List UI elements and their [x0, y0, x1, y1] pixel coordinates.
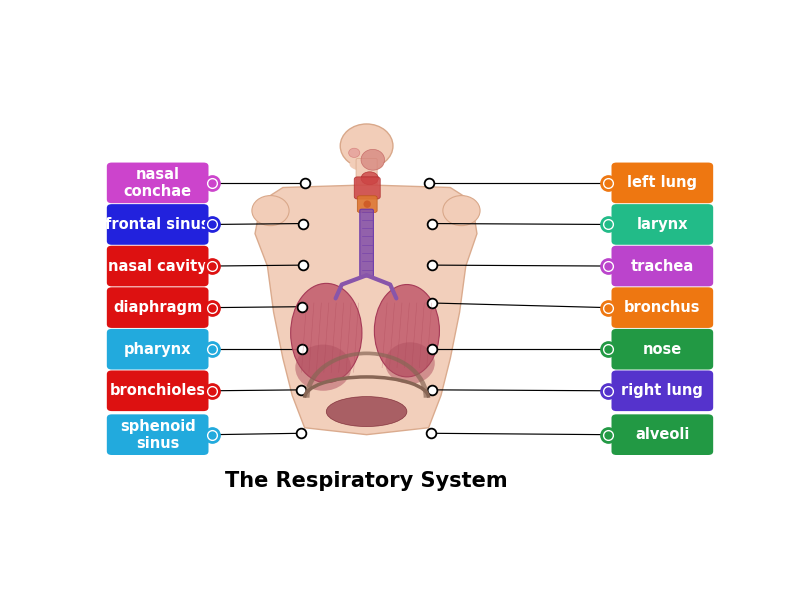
Text: sphenoid
sinus: sphenoid sinus — [120, 419, 195, 451]
FancyBboxPatch shape — [107, 329, 209, 370]
Wedge shape — [305, 352, 429, 398]
Ellipse shape — [290, 283, 362, 383]
Text: The Respiratory System: The Respiratory System — [226, 471, 508, 491]
FancyBboxPatch shape — [358, 196, 377, 212]
FancyBboxPatch shape — [107, 163, 209, 203]
Text: nose: nose — [642, 341, 682, 356]
FancyBboxPatch shape — [107, 287, 209, 328]
FancyBboxPatch shape — [360, 209, 374, 277]
PathPatch shape — [255, 185, 477, 434]
Ellipse shape — [363, 200, 371, 208]
Text: bronchus: bronchus — [624, 300, 701, 315]
Ellipse shape — [295, 344, 351, 391]
Ellipse shape — [374, 284, 439, 377]
FancyBboxPatch shape — [611, 204, 713, 245]
FancyBboxPatch shape — [354, 177, 380, 199]
Ellipse shape — [443, 196, 480, 226]
Ellipse shape — [340, 124, 393, 168]
Text: right lung: right lung — [622, 383, 703, 398]
FancyBboxPatch shape — [107, 415, 209, 455]
Text: larynx: larynx — [637, 217, 688, 232]
Ellipse shape — [252, 196, 289, 226]
FancyBboxPatch shape — [611, 287, 713, 328]
Ellipse shape — [386, 342, 435, 384]
Ellipse shape — [350, 157, 384, 172]
Text: left lung: left lung — [627, 175, 698, 190]
FancyBboxPatch shape — [107, 370, 209, 411]
Ellipse shape — [361, 172, 378, 185]
Text: nasal cavity: nasal cavity — [108, 259, 207, 274]
FancyBboxPatch shape — [611, 329, 713, 370]
Text: frontal sinus: frontal sinus — [106, 217, 210, 232]
Text: pharynx: pharynx — [124, 341, 191, 356]
FancyBboxPatch shape — [356, 158, 377, 189]
Text: trachea: trachea — [630, 259, 694, 274]
Text: nasal
conchae: nasal conchae — [123, 167, 192, 199]
Ellipse shape — [326, 397, 407, 427]
FancyBboxPatch shape — [611, 415, 713, 455]
Text: diaphragm: diaphragm — [113, 300, 202, 315]
FancyBboxPatch shape — [107, 204, 209, 245]
Text: alveoli: alveoli — [635, 427, 690, 442]
FancyBboxPatch shape — [107, 246, 209, 286]
Ellipse shape — [361, 149, 385, 170]
Ellipse shape — [349, 148, 360, 157]
Text: bronchioles: bronchioles — [110, 383, 206, 398]
FancyBboxPatch shape — [611, 370, 713, 411]
FancyBboxPatch shape — [611, 163, 713, 203]
FancyBboxPatch shape — [611, 246, 713, 286]
